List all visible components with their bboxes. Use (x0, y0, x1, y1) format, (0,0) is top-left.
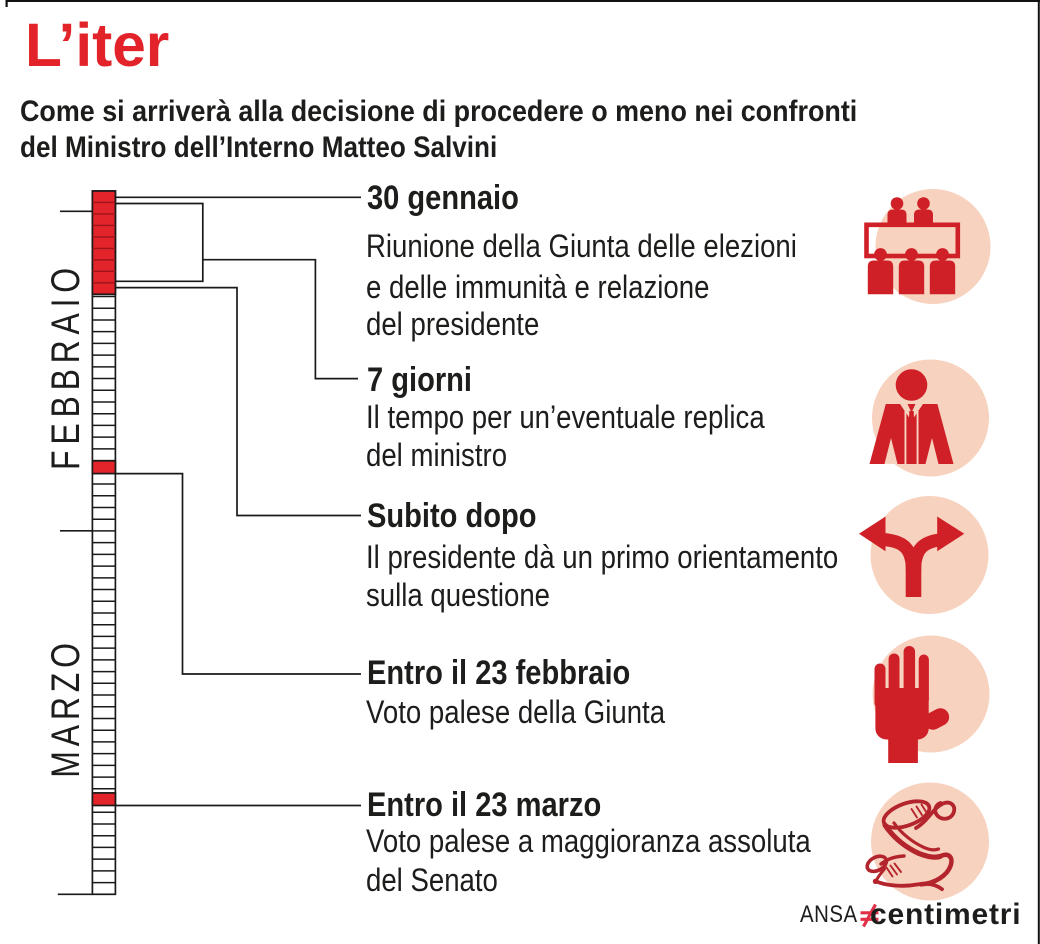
svg-text:MARZO: MARZO (43, 638, 88, 778)
svg-text:FEBBRAIO: FEBBRAIO (43, 262, 88, 470)
